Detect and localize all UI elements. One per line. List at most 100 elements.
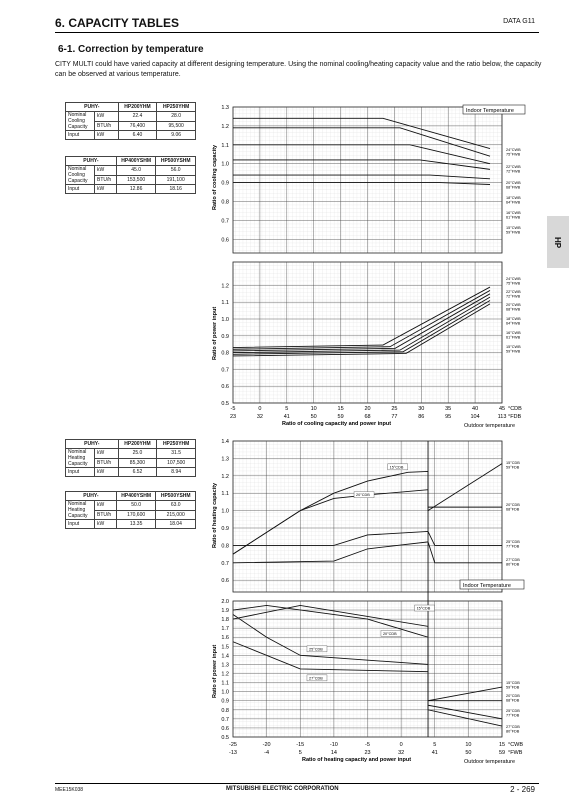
tick-label: 2.0	[221, 599, 229, 605]
tick-label: 50	[465, 750, 471, 756]
cooling-power-ylabel: Ratio of power input	[212, 307, 218, 360]
cooling-outdoor-label: Outdoor temperature	[464, 423, 515, 429]
cooling-power-curve	[232, 300, 491, 355]
curve-label: 68°FDB	[506, 699, 520, 703]
tick-label: 1.2	[221, 124, 229, 130]
tick-label: 50	[311, 414, 317, 420]
cooling-xlabel: Ratio of cooling capacity and power inpu…	[282, 421, 391, 427]
heating-x-unit-f: °FWB	[508, 750, 523, 756]
curve-label: 24°CWB	[506, 148, 521, 152]
table-cell: 18.04	[155, 519, 196, 529]
cooling-tick-labels: -5 23 0 32 5 41 10 50 15 59 20 68 25 77 30 86 35 95 40 104 4…	[221, 105, 506, 420]
heating-curve-labels: 15°CDB20°CDB15°CDB59°FDB20°CDB68°FDB25°C…	[306, 461, 520, 734]
tick-label: 1.3	[221, 105, 229, 111]
tick-label: 5	[299, 750, 302, 756]
tick-label: 32	[257, 414, 263, 420]
tick-label: 0.7	[221, 717, 229, 723]
page-title: 6. CAPACITY TABLES	[55, 16, 180, 30]
tick-label: 1.1	[221, 143, 229, 149]
curve-label-box	[353, 491, 375, 498]
curve-label: 18°CWB	[506, 317, 521, 321]
heating-legend-box-label: Indoor Temperature	[463, 583, 511, 589]
legend-box	[462, 104, 526, 115]
side-tab[interactable]: HP	[547, 216, 569, 268]
heating-power-curve	[232, 605, 503, 702]
curve-label-box	[380, 630, 402, 637]
tick-label: 1.2	[221, 474, 229, 480]
curve-label: 20°CWB	[506, 181, 521, 185]
table-row-label: Input	[65, 519, 95, 529]
tick-label: -20	[263, 742, 271, 748]
tick-label: 0.8	[221, 543, 229, 549]
tick-label: 68	[364, 414, 370, 420]
tick-label: 95	[445, 414, 451, 420]
table-col: HP500YSHM	[155, 491, 196, 501]
tick-label: 30	[418, 406, 424, 412]
tick-label: 1.8	[221, 617, 229, 623]
cooling-grid	[232, 106, 503, 404]
curve-label: 15°CDB	[506, 681, 520, 685]
tick-label: 0.8	[221, 708, 229, 714]
tick-label: -4	[264, 750, 269, 756]
tick-label: 40	[472, 406, 478, 412]
tick-label: 0.8	[221, 200, 229, 206]
cooling-x-unit-c: °CDB	[508, 406, 522, 412]
tick-label: 0.7	[221, 561, 229, 567]
tick-label: 0	[258, 406, 261, 412]
tick-label: 0.6	[221, 237, 229, 243]
curve-label: 59°FDB	[506, 686, 520, 690]
cooling-capacity-curve	[233, 174, 491, 180]
heating-capacity-curve	[232, 541, 502, 564]
curve-label: 80°FDB	[506, 563, 520, 567]
tick-label: -10	[330, 742, 338, 748]
doc-code: MEE15K038	[55, 787, 84, 793]
heating-legend-box	[459, 579, 525, 590]
curve-label: 25°CDB	[506, 709, 520, 713]
table-row-label: Input	[65, 467, 95, 477]
heating-tick-labels: -25 -13 -20 -4 -15 5 -10 14 -5 23 0 32 5 41 10 50 15 59 1.…	[221, 439, 505, 756]
tick-label: 1.0	[221, 317, 229, 323]
table-unit: kW	[94, 184, 117, 194]
tick-label: 5	[433, 742, 436, 748]
tick-label: 113	[498, 414, 507, 420]
tick-label: 0.7	[221, 367, 229, 373]
curve-label: 72°FWB	[506, 295, 521, 299]
curve-label: 59°FDB	[506, 466, 520, 470]
heating-power-curve	[232, 605, 502, 702]
tick-label: 1.3	[221, 662, 229, 668]
tick-label: 1.6	[221, 635, 229, 641]
cooling-capacity-curve	[233, 144, 491, 165]
curve-label: 27°CDB	[506, 558, 520, 562]
curve-label: 59°FWB	[506, 350, 521, 354]
tick-label: 0.6	[221, 384, 229, 390]
curve-label-box	[306, 645, 328, 653]
curve-label: 27°CDB	[506, 725, 520, 729]
curve-label: 20°CDB	[383, 632, 397, 636]
curve-label: 68°FWB	[506, 186, 521, 190]
footer-rule	[55, 783, 539, 784]
curve-label: 15°CWB	[506, 345, 521, 349]
tick-label: 59	[499, 750, 505, 756]
data-reference: DATA G11	[503, 18, 535, 25]
tick-label: 1.7	[221, 626, 229, 632]
curve-label: 16°CWB	[506, 211, 521, 215]
cooling-power-curve	[232, 303, 491, 357]
tick-label: 45	[499, 406, 505, 412]
tick-label: 0.9	[221, 699, 229, 705]
heating-xlabel: Ratio of heating capacity and power inpu…	[302, 757, 411, 763]
curve-label: 15°CDB	[390, 465, 404, 469]
tick-label: 0.5	[221, 401, 229, 407]
tick-label: 1.3	[221, 456, 229, 462]
table-row-label: Input	[65, 184, 95, 194]
table-cell: 8.94	[156, 467, 196, 477]
cooling-power-curve	[232, 296, 491, 354]
curve-label-box	[387, 463, 408, 471]
cooling-power-curve	[232, 286, 491, 349]
tick-label: 1.4	[221, 439, 229, 445]
tick-label: 1.4	[221, 653, 229, 659]
tick-label: 1.9	[221, 608, 229, 614]
heating-spec-table-1: PUHY- HP200YHM HP250YHM Nominal Heating Ca…	[65, 439, 196, 477]
cooling-capacity-curve	[233, 117, 491, 150]
curve-label: 68°FWB	[506, 308, 521, 312]
tick-label: 25	[391, 406, 397, 412]
